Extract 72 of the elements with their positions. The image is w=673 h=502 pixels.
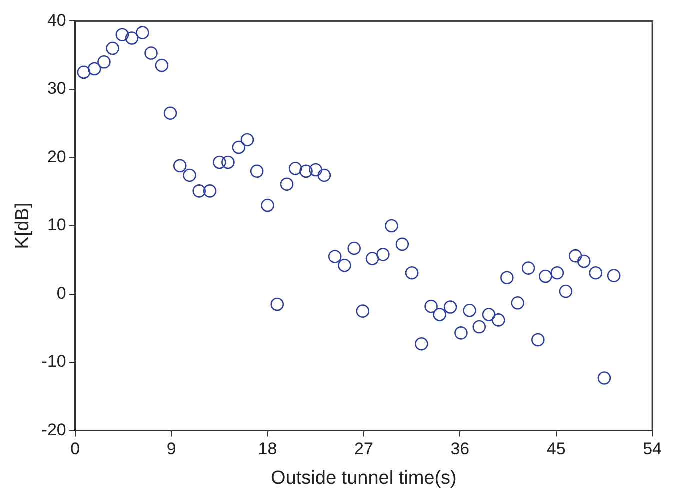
point [203,184,217,198]
point [106,42,120,56]
y-axis-title: K[dB] [12,202,34,250]
x-tick-label: 0 [70,440,80,459]
point [539,270,552,284]
point [98,56,111,69]
point [348,242,361,256]
point [232,140,246,154]
x-tick-label: 54 [643,440,662,459]
x-tick-label: 45 [546,440,566,459]
point [77,66,91,80]
y-tick-label: 40 [47,10,66,30]
point [356,304,370,318]
point [415,337,428,351]
point [463,304,476,318]
point [568,249,582,263]
point [116,28,130,42]
point [125,32,139,45]
point [183,168,196,182]
point [454,326,468,340]
point [155,58,169,72]
point [192,184,206,198]
y-tick-label: -20 [42,420,66,440]
y-tick-label: 10 [47,216,66,235]
point [589,266,603,280]
point [288,162,302,176]
point [500,271,514,285]
point [385,219,398,233]
x-tick-label: 9 [166,440,176,459]
point [318,168,332,182]
point [482,308,496,322]
y-tick-label: 0 [56,284,66,303]
point [577,254,591,268]
point [88,62,102,76]
point [222,156,235,170]
point [598,372,612,385]
point [309,163,323,177]
point [366,252,380,266]
point [532,333,545,347]
point [559,284,573,298]
point [511,296,525,310]
y-tick-label: 30 [47,79,66,98]
x-tick-label: 27 [354,440,374,459]
point [164,106,178,120]
point [328,250,342,264]
x-axis-title: Outside tunnel time(s) [271,468,457,489]
point [270,298,284,312]
y-tick-label: 20 [47,147,66,166]
point [424,300,438,314]
point [607,269,621,282]
y-tick-label: -10 [42,352,66,372]
point [472,320,486,334]
point [405,266,419,280]
point [280,178,294,192]
point [240,133,254,147]
point [136,26,150,40]
point [492,314,506,327]
point [261,198,274,212]
x-tick-label: 18 [258,440,278,459]
point [250,164,264,178]
x-tick-label: 36 [450,440,470,459]
point [444,300,458,314]
point [522,262,536,275]
point [433,308,446,322]
point [376,248,390,262]
point [338,258,352,272]
point [173,159,187,173]
point [213,156,226,170]
point [396,238,410,252]
point [550,266,564,280]
point [300,164,313,178]
point [144,46,158,60]
